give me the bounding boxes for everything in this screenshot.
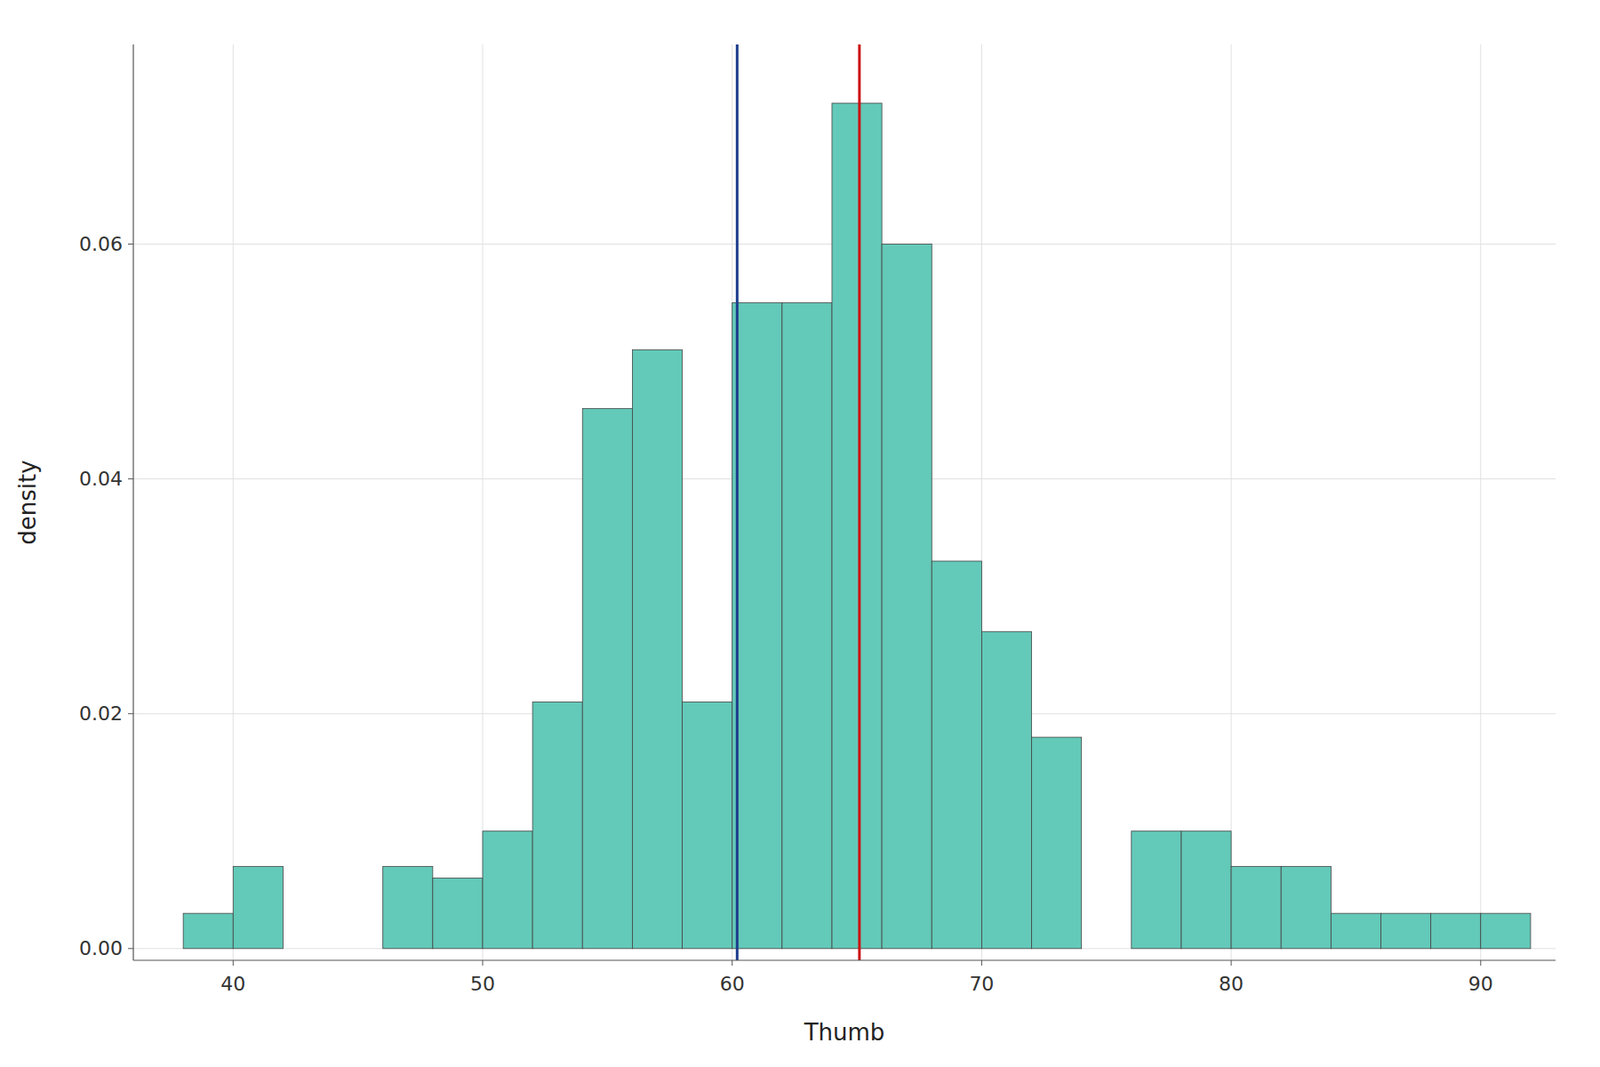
x-tick-label: 50 bbox=[470, 972, 496, 995]
x-tick bbox=[232, 960, 234, 966]
chart-container: 40 50 60 70 80 90 0.00 0.02 0.04 0.06 Thumb density bbox=[0, 0, 1600, 1067]
chart-svg: 40 50 60 70 80 90 0.00 0.02 0.04 0.06 Thumb density bbox=[0, 0, 1600, 1067]
histogram-bar bbox=[1280, 865, 1331, 948]
x-axis-line bbox=[133, 959, 1556, 960]
histogram-bar bbox=[482, 831, 533, 949]
histogram-bar bbox=[383, 865, 433, 948]
y-tick-label: 0.00 bbox=[79, 936, 123, 960]
histogram-bar bbox=[582, 408, 632, 948]
x-tick-label: 90 bbox=[1468, 972, 1494, 995]
axes: 40 50 60 70 80 90 0.00 0.02 0.04 0.06 bbox=[79, 44, 1556, 995]
x-tick bbox=[481, 960, 483, 966]
histogram-bar bbox=[832, 103, 882, 949]
x-tick-label: 80 bbox=[1218, 972, 1244, 995]
histogram-bar bbox=[1131, 831, 1182, 949]
histogram-bar bbox=[282, 947, 333, 949]
histogram-bar bbox=[782, 303, 832, 949]
histogram-bar bbox=[632, 349, 682, 948]
x-tick-label: 60 bbox=[720, 972, 745, 995]
histogram-bar bbox=[1381, 912, 1432, 949]
x-tick bbox=[731, 960, 733, 966]
y-tick bbox=[128, 947, 134, 949]
histogram-bar bbox=[682, 701, 733, 948]
y-tick-label: 0.02 bbox=[79, 702, 123, 725]
histogram-bar bbox=[1431, 912, 1481, 949]
histogram-bar bbox=[1081, 947, 1132, 949]
histogram-bar bbox=[432, 878, 483, 949]
x-tick bbox=[1231, 960, 1232, 966]
histogram-bar bbox=[931, 560, 982, 949]
histogram-bar bbox=[881, 243, 932, 948]
histogram-bar bbox=[532, 701, 583, 948]
x-grid-line bbox=[232, 44, 234, 960]
background bbox=[0, 0, 1600, 1067]
vertical-line bbox=[857, 44, 861, 960]
x-tick bbox=[981, 960, 983, 966]
x-grid-line bbox=[1231, 44, 1232, 960]
x-tick-label: 70 bbox=[968, 972, 994, 995]
vertical-line bbox=[736, 44, 739, 960]
grid bbox=[133, 44, 1556, 960]
bars bbox=[183, 103, 1531, 949]
y-tick bbox=[128, 712, 134, 714]
histogram-bar bbox=[732, 303, 783, 949]
histogram-bar bbox=[333, 947, 384, 949]
histogram-bar bbox=[981, 631, 1032, 949]
x-grid-line bbox=[1480, 44, 1481, 960]
y-axis-label: density bbox=[14, 459, 41, 544]
x-tick-label: 40 bbox=[220, 972, 246, 995]
y-axis-line bbox=[132, 44, 134, 960]
y-tick bbox=[128, 478, 134, 480]
x-grid-line bbox=[481, 44, 483, 960]
x-tick bbox=[1480, 960, 1481, 966]
y-tick-label: 0.06 bbox=[79, 232, 123, 256]
histogram-bar bbox=[1181, 831, 1232, 949]
histogram-bar bbox=[183, 912, 233, 949]
y-tick bbox=[128, 243, 134, 245]
reference-lines bbox=[736, 44, 860, 960]
histogram-bar bbox=[1330, 912, 1381, 949]
x-axis-label: Thumb bbox=[803, 1018, 886, 1046]
y-tick-label: 0.04 bbox=[79, 467, 123, 490]
histogram-bar bbox=[1231, 865, 1281, 948]
histogram-bar bbox=[1032, 736, 1082, 949]
histogram-bar bbox=[1480, 912, 1531, 949]
histogram-bar bbox=[232, 865, 283, 948]
